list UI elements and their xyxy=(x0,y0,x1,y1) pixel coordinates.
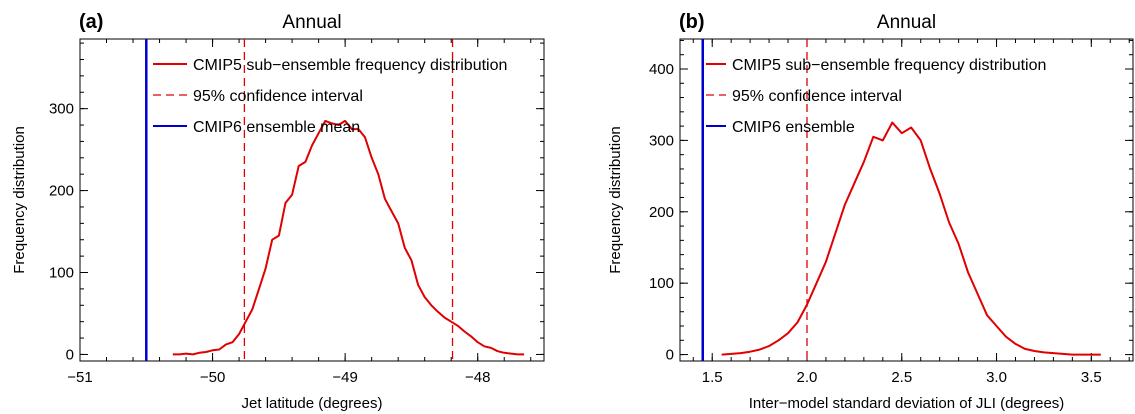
y-tick-label: 0 xyxy=(666,347,674,364)
x-tick-label: −49 xyxy=(332,369,357,386)
series-line xyxy=(172,119,525,356)
y-tick-label: 300 xyxy=(49,101,74,118)
legend-label: CMIP5 sub−ensemble frequency distributio… xyxy=(193,57,507,74)
panel-b: 1.5 2.0 2.5 3.0 3.5 0 100 200 300 400 CMIP5 sub−en… xyxy=(607,11,1134,412)
x-tick-label: 2.5 xyxy=(891,369,912,386)
y-tick-label: 300 xyxy=(649,132,674,149)
legend-label: CMIP6 ensemble mean xyxy=(193,119,360,136)
x-tick-label: 2.0 xyxy=(797,369,818,386)
panel-label: (b) xyxy=(679,11,705,33)
x-tick-label: −51 xyxy=(67,369,92,386)
y-tick-label: 0 xyxy=(66,346,74,363)
x-tick-label: 3.5 xyxy=(1081,369,1102,386)
panel-title: Annual xyxy=(282,12,341,33)
plot-frame xyxy=(679,38,1134,362)
legend-label: 95% confidence interval xyxy=(193,88,363,105)
y-tick-label: 400 xyxy=(649,61,674,78)
x-tick-label: −50 xyxy=(200,369,225,386)
y-tick-label: 200 xyxy=(49,183,74,200)
panel-a: −51 −50 −49 −48 0 100 200 300 CMIP5 sub−ensemble… xyxy=(11,11,545,412)
x-tick-label: 3.0 xyxy=(986,369,1007,386)
legend-label: CMIP5 sub−ensemble frequency distributio… xyxy=(732,57,1046,74)
plot-frame xyxy=(79,38,545,362)
x-tick-label: −48 xyxy=(465,369,490,386)
series-line xyxy=(721,121,1101,356)
x-axis-label: Jet latitude (degrees) xyxy=(242,395,383,412)
x-axis-label: Inter−model standard deviation of JLI (d… xyxy=(749,395,1065,412)
legend-label: CMIP6 ensemble xyxy=(732,119,855,136)
y-axis-label: Frequency distribution xyxy=(607,126,624,274)
y-tick-label: 200 xyxy=(649,204,674,221)
y-tick-label: 100 xyxy=(49,265,74,282)
y-axis-label: Frequency distribution xyxy=(11,126,28,274)
x-tick-label: 1.5 xyxy=(702,369,723,386)
y-tick-label: 100 xyxy=(649,275,674,292)
panel-title: Annual xyxy=(877,12,936,33)
panel-label: (a) xyxy=(79,11,103,33)
legend-label: 95% confidence interval xyxy=(732,88,902,105)
